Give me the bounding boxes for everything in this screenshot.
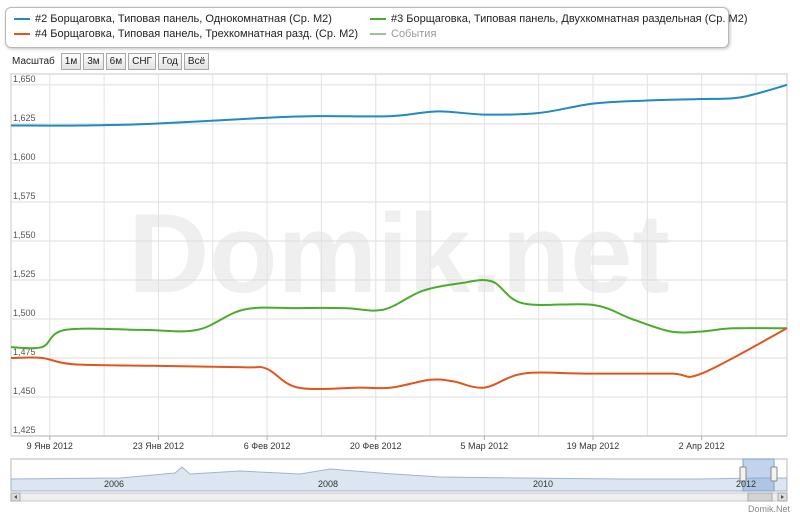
- zoom-1y-button[interactable]: Год: [157, 53, 182, 70]
- y-tick-label: 1,575: [13, 191, 36, 201]
- legend-label: #3 Борщаговка, Типовая панель, Двухкомна…: [391, 13, 748, 25]
- legend: #2 Борщаговка, Типовая панель, Однокомна…: [5, 7, 747, 48]
- legend-item-events[interactable]: События: [370, 28, 436, 40]
- navigator-year-label: 2008: [318, 479, 338, 489]
- y-tick-label: 1,525: [13, 269, 36, 279]
- scrollbar-thumb[interactable]: [747, 492, 773, 502]
- zoom-6m-button[interactable]: 6м: [105, 53, 127, 70]
- legend-swatch: [370, 18, 386, 20]
- legend-label: События: [391, 28, 437, 40]
- scroll-left-icon: [14, 495, 17, 499]
- y-tick-label: 1,600: [13, 152, 36, 162]
- legend-swatch: [14, 18, 30, 20]
- legend-swatch: [14, 33, 30, 35]
- legend-label: #4 Борщаговка, Типовая панель, Трехкомна…: [35, 28, 359, 40]
- watermark: Domik.net: [128, 191, 669, 316]
- zoom-toolbar: Масштаб 1м 3м 6м СНГ Год Всё: [12, 53, 211, 70]
- zoom-ytd-button[interactable]: СНГ: [128, 53, 156, 70]
- navigator-year-label: 2006: [104, 479, 124, 489]
- x-tick-label: 23 Янв 2012: [133, 441, 184, 451]
- navigator-right-handle[interactable]: [770, 466, 778, 482]
- x-tick-label: 20 Фев 2012: [350, 441, 402, 451]
- navigator-year-label: 2010: [533, 479, 553, 489]
- navigator-series-area: [10, 466, 788, 492]
- y-tick-label: 1,450: [13, 386, 36, 396]
- navigator-year-label: 2012: [736, 479, 756, 489]
- x-tick-label: 6 Фев 2012: [244, 441, 291, 451]
- plot-area: [10, 73, 788, 437]
- credit-text[interactable]: Domik.Net: [748, 504, 791, 514]
- series-line-1[interactable]: [10, 83, 788, 127]
- y-tick-label: 1,425: [13, 425, 36, 435]
- y-tick-label: 1,475: [13, 347, 36, 357]
- legend-item-series-3[interactable]: #3 Борщаговка, Типовая панель, Двухкомна…: [370, 13, 747, 25]
- legend-swatch: [370, 33, 386, 35]
- y-tick-label: 1,650: [13, 74, 36, 84]
- series-line-2[interactable]: [10, 279, 788, 350]
- y-tick-label: 1,500: [13, 308, 36, 318]
- scrollbar-track[interactable]: [10, 492, 788, 502]
- x-tick-label: 2 Апр 2012: [679, 441, 725, 451]
- series-line-3[interactable]: [10, 327, 788, 391]
- y-tick-label: 1,625: [13, 113, 36, 123]
- scroll-right-icon: [781, 495, 784, 499]
- y-tick-label: 1,550: [13, 230, 36, 240]
- zoom-label: Масштаб: [12, 56, 55, 67]
- legend-item-series-2[interactable]: #2 Борщаговка, Типовая панель, Однокомна…: [14, 13, 332, 25]
- legend-item-series-4[interactable]: #4 Борщаговка, Типовая панель, Трехкомна…: [14, 28, 358, 40]
- x-tick-label: 5 Мар 2012: [461, 441, 509, 451]
- legend-label: #2 Борщаговка, Типовая панель, Однокомна…: [35, 13, 332, 25]
- zoom-1m-button[interactable]: 1м: [60, 53, 82, 70]
- x-tick-label: 19 Мар 2012: [567, 441, 620, 451]
- zoom-all-button[interactable]: Всё: [183, 53, 210, 70]
- x-tick-label: 9 Янв 2012: [27, 441, 73, 451]
- navigator-left-handle[interactable]: [739, 466, 747, 482]
- zoom-3m-button[interactable]: 3м: [83, 53, 104, 70]
